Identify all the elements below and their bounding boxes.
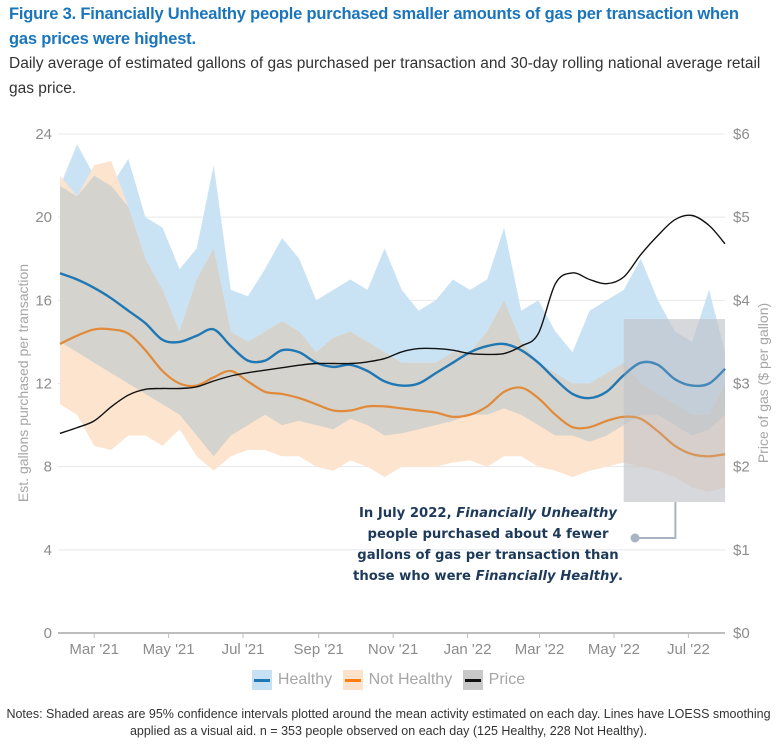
x-tick-label: Nov '21 [368,641,418,658]
annotation-text-line: In July 2022, Financially Unhealthy [359,506,618,521]
x-tick-label: Sep '21 [293,641,343,658]
annotation-text-line: gallons of gas per transaction than [357,548,618,563]
y-tick-label-left: 16 [35,292,52,309]
legend-label-not-healthy: Not Healthy [368,671,453,688]
legend: Healthy Not Healthy Price [0,670,777,695]
x-tick-label: May '22 [588,641,640,658]
annotation-emphasis: Financially Healthy [476,569,620,584]
highlight-region [623,319,725,503]
annotation: In July 2022, Financially Unhealthy peopl… [353,502,677,584]
legend-label-price: Price [488,671,526,688]
annotation-dot [630,533,640,543]
y-tick-label-left: 8 [44,459,52,476]
series-lines [59,214,726,503]
y-tick-label-left: 4 [44,542,52,559]
legend-swatch-not-healthy-icon [342,670,363,690]
y-tick-label-right: $1 [733,542,750,559]
y-tick-label-left: 12 [35,376,52,393]
confidence-bands [60,144,725,492]
legend-item-not-healthy[interactable]: Not Healthy [342,670,453,690]
annotation-text: . [618,569,623,584]
y-tick-label-right: $5 [733,209,750,226]
y-tick-label-right: $2 [733,459,750,476]
annotation-text: In July 2022, [359,506,456,521]
x-tick-label: May '21 [143,641,195,658]
highlight-box-overlay [623,319,725,503]
annotation-connector [635,502,677,539]
annotation-text-line: people purchased about 4 fewer [368,527,609,542]
annotation-text: gallons of gas per transaction than [357,548,618,563]
y-tick-label-right: $3 [733,376,750,393]
y-tick-label-right: $4 [733,292,750,309]
y-tick-label-left: 0 [44,625,52,642]
y-axis-title-right: Price of gas ($ per gallon) [755,303,771,463]
x-tick-label: Mar '21 [69,641,119,658]
legend-swatch-price-icon [462,670,483,690]
legend-label-healthy: Healthy [277,671,333,688]
figure-subtitle: Daily average of estimated gallons of ga… [9,55,761,97]
not-healthy-line [59,327,726,458]
annotation-text-line: those who were Financially Healthy. [353,569,623,584]
highlight-box [623,319,725,503]
legend-swatch-healthy-icon [251,670,272,690]
axes: 0 4 8 12 16 20 24 $0 $1 $2 $3 $4 $5 $6 Mar '21 May '21 J… [15,126,771,658]
x-tick-label: Mar '22 [515,641,565,658]
x-tick-label: Jan '22 [444,641,492,658]
chart: 0 4 8 12 16 20 24 $0 $1 $2 $3 $4 $5 $6 Mar '21 May '21 J… [15,126,771,658]
legend-item-healthy[interactable]: Healthy [251,670,333,690]
healthy-line [59,272,726,400]
figure-title: Figure 3. Financially Unhealthy people p… [9,5,739,48]
x-tick-label: Jul '22 [667,641,710,658]
y-tick-label-right: $0 [733,625,750,642]
legend-item-price[interactable]: Price [462,670,526,690]
annotation-text: those who were [353,569,476,584]
annotation-emphasis: Financially Unhealthy [456,506,618,521]
x-tick-label: Jul '21 [222,641,265,658]
y-axis-title-left: Est. gallons purchased per transaction [15,264,31,502]
y-tick-label-right: $6 [733,126,750,143]
notes: Notes: Shaded areas are 95% confidence i… [6,707,771,738]
y-tick-label-left: 20 [35,209,52,226]
overlap-confidence-band [60,175,725,457]
y-tick-label-left: 24 [35,126,52,143]
annotation-text: people purchased about 4 fewer [368,527,609,542]
price-line [59,214,726,435]
